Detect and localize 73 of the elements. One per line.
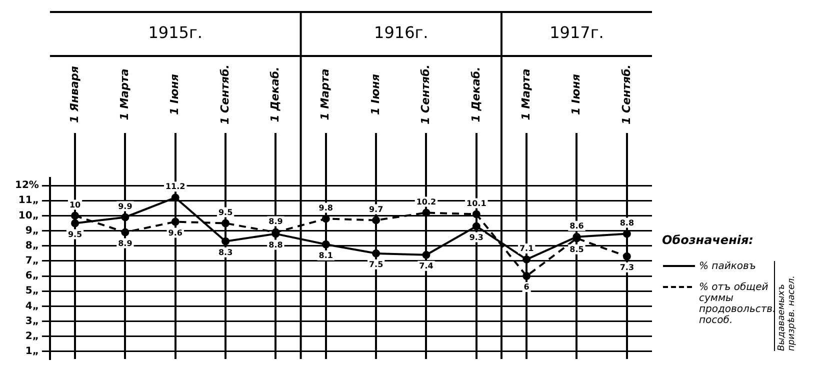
point: [622, 230, 631, 238]
y-tick-label: 5„: [25, 286, 39, 297]
point: [422, 250, 430, 259]
data-label: 7.3: [620, 263, 634, 272]
data-label: 8.6: [570, 221, 584, 230]
x-tick-label: 1 Марта: [318, 68, 332, 120]
point: [222, 237, 230, 246]
x-tick-label: 1 Іюня: [168, 74, 182, 115]
point: [71, 219, 80, 228]
y-tick-label: 9„: [25, 225, 39, 236]
point: [472, 210, 480, 218]
data-label: 9.9: [118, 202, 133, 211]
x-tick-label: 1 Марта: [519, 68, 532, 120]
data-label: 9.5: [68, 230, 83, 239]
data-label: 8.5: [570, 244, 584, 254]
point: [71, 212, 80, 220]
y-tick-label: 7„: [25, 256, 39, 267]
point: [622, 252, 631, 260]
data-label: 11.2: [165, 182, 186, 192]
point: [121, 213, 130, 222]
x-tick-label: 1 Декаб.: [268, 66, 282, 122]
data-label: 7.1: [519, 244, 534, 254]
x-tick-label: 1 Сентяб.: [419, 64, 432, 124]
data-label: 8.8: [268, 240, 284, 250]
data-label: 9.7: [368, 204, 384, 214]
legend-label: % отъ общей суммы продовольств. пособ.: [699, 282, 776, 326]
y-tick-label: 8„: [25, 240, 39, 252]
x-tick-label: 1 Декаб.: [469, 66, 482, 122]
data-label: 9.5: [218, 208, 234, 217]
data-label: 10.1: [466, 198, 487, 208]
y-tick-label: 4„: [25, 300, 39, 312]
data-label: 10: [69, 200, 82, 210]
data-label: 8.3: [218, 248, 233, 257]
data-label: 10.2: [416, 197, 436, 206]
y-tick-label: 11„: [18, 195, 39, 206]
data-label: 9.3: [469, 232, 484, 242]
data-label: 8.1: [318, 250, 334, 260]
x-tick-label: 1 Сентяб.: [218, 64, 232, 124]
data-label: 9.6: [168, 228, 183, 238]
y-tick-label: 10„: [18, 210, 39, 222]
point: [472, 222, 480, 230]
data-label: 8.8: [620, 218, 634, 228]
point: [322, 240, 330, 248]
text: Выдаваемыхъ призрѣв. насел.: [774, 261, 797, 351]
y-tick-label: 1„: [25, 346, 39, 358]
x-tick-label: 1 Сентяб.: [620, 64, 633, 124]
x-tick-label: 1 Марта: [118, 68, 132, 120]
text: 1915г.: [148, 23, 202, 42]
point: [222, 219, 230, 228]
text: 1916г.: [374, 23, 428, 42]
point: [372, 249, 380, 258]
data-label: 7.4: [419, 262, 434, 271]
point: [522, 255, 531, 264]
point: [522, 272, 531, 280]
y-tick-label: 2„: [25, 330, 39, 342]
data-label: 6: [524, 282, 530, 292]
legend-title: Обозначенія:: [662, 233, 754, 247]
y-tick-label: 12%: [15, 180, 39, 192]
point: [171, 218, 180, 226]
point: [121, 228, 130, 236]
legend-label: % пайковъ: [699, 261, 756, 272]
data-label: 8.9: [268, 216, 284, 226]
point: [372, 216, 380, 224]
x-tick-label: 1 Января: [68, 66, 81, 123]
x-tick-label: 1 Іюня: [570, 74, 583, 115]
x-tick-label: 1 Іюня: [368, 74, 382, 115]
data-label: 8.9: [118, 238, 133, 248]
y-tick-label: 3„: [25, 316, 39, 327]
data-label: 7.5: [368, 260, 384, 269]
text: 1917г.: [550, 23, 604, 42]
point: [322, 214, 330, 223]
data-label: 9.8: [318, 203, 334, 212]
y-tick-label: 6„: [25, 270, 39, 282]
